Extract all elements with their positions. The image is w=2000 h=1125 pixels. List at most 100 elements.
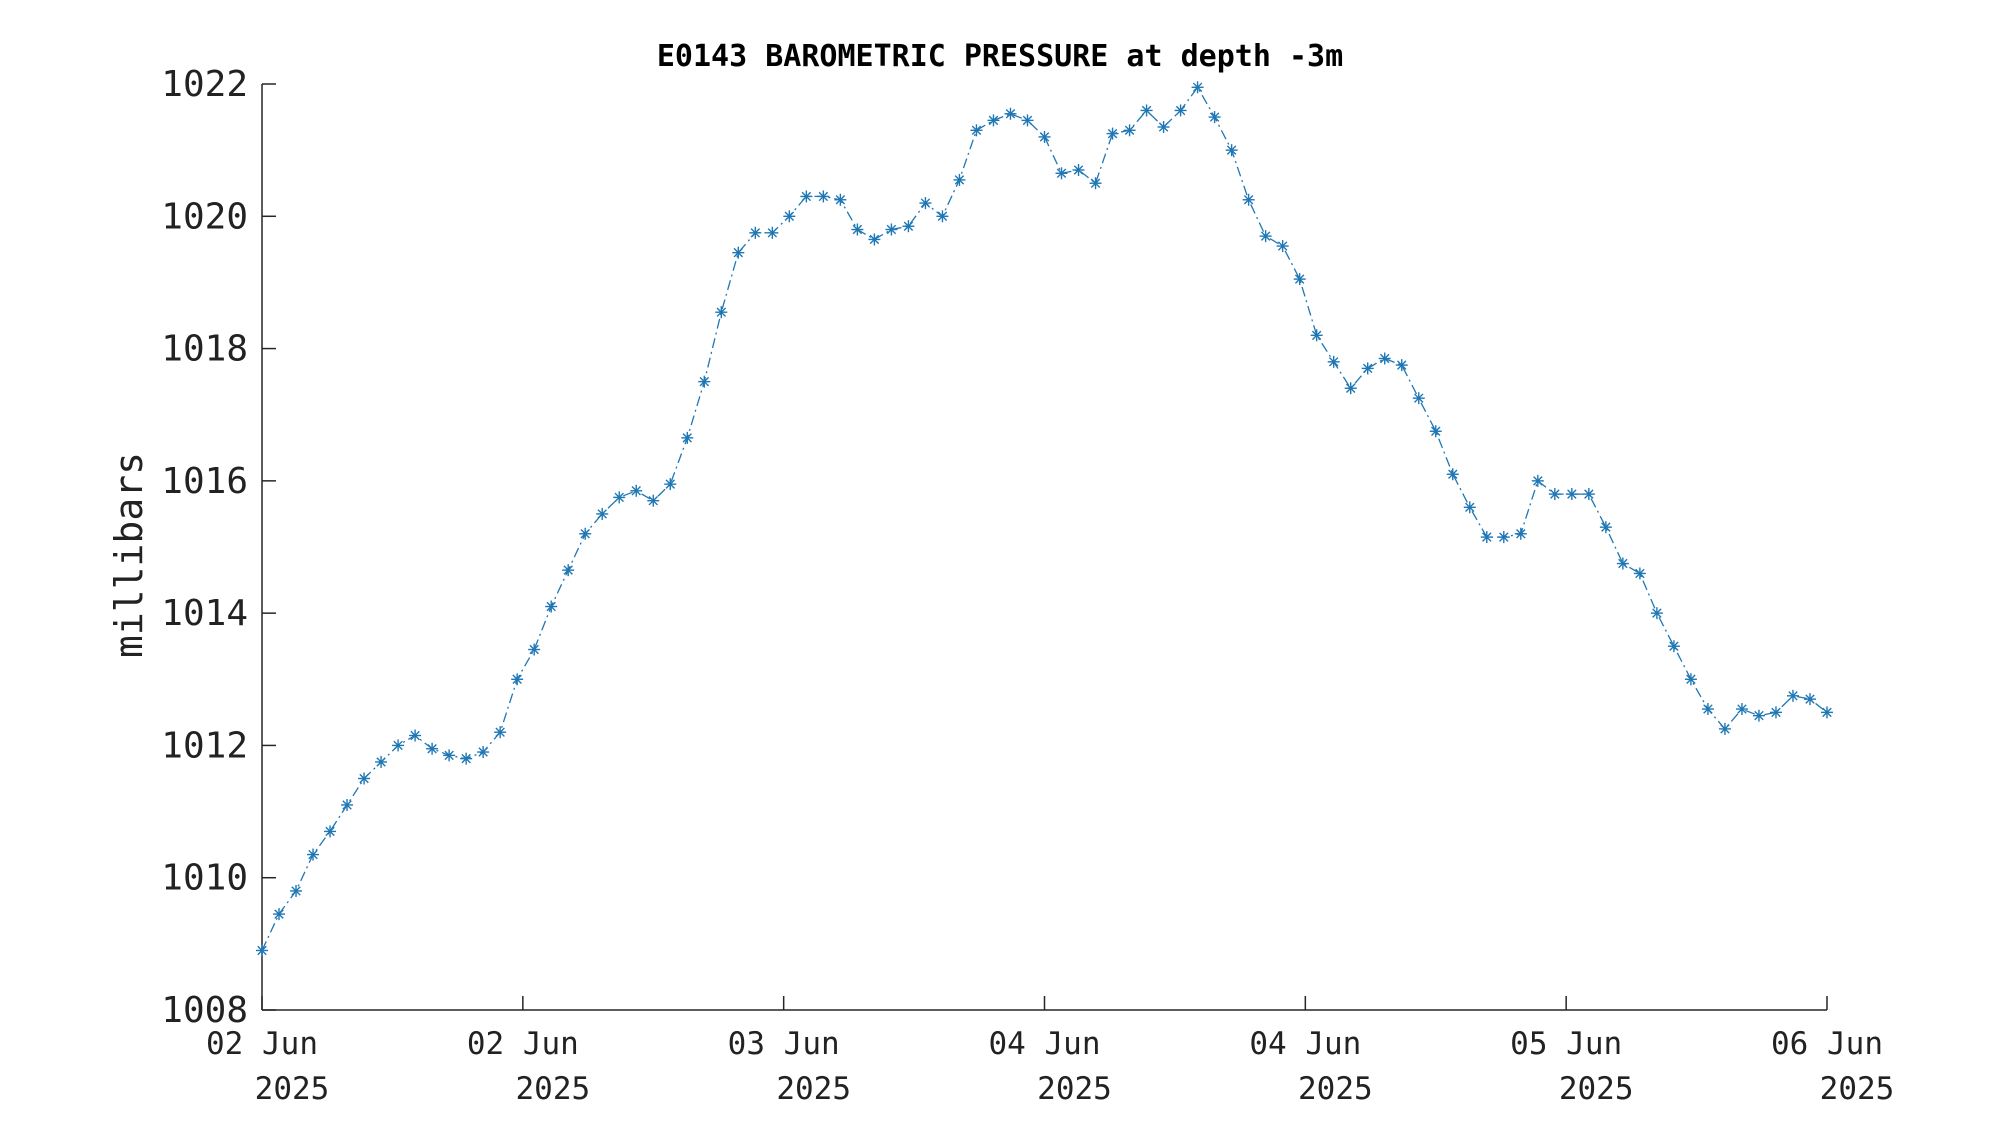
data-point <box>1310 329 1323 342</box>
data-point <box>1276 240 1289 253</box>
y-tick-label: 1022 <box>161 64 248 105</box>
x-tick-label-year: 2025 <box>1298 1071 1373 1107</box>
data-point <box>375 755 388 768</box>
data-point <box>1123 124 1136 137</box>
data-point <box>613 491 626 504</box>
data-point <box>1735 703 1748 716</box>
data-point <box>1548 488 1561 501</box>
data-point <box>715 306 728 319</box>
data-point <box>1565 488 1578 501</box>
data-point <box>647 494 660 507</box>
data-point <box>1769 706 1782 719</box>
data-point <box>664 478 677 491</box>
data-point <box>1293 273 1306 286</box>
data-point <box>1157 120 1170 133</box>
x-axis-ticks: 02 Jun 2025 02 Jun 2025 03 Jun 2025 04 Jun 2025… <box>206 996 1894 1107</box>
data-point <box>494 726 507 739</box>
y-axis-label: millibars <box>107 452 151 658</box>
data-point <box>783 210 796 223</box>
data-point <box>1803 693 1816 706</box>
x-tick-label-date: 06 Jun <box>1771 1026 1883 1062</box>
data-point <box>1361 362 1374 375</box>
data-point <box>1208 111 1221 124</box>
data-point <box>1480 531 1493 544</box>
data-point <box>1821 706 1833 719</box>
data-point <box>902 220 915 233</box>
data-point <box>885 223 898 236</box>
y-tick-label: 1020 <box>161 196 248 237</box>
data-point <box>307 848 320 861</box>
data-point <box>953 173 966 186</box>
data-point <box>1072 163 1085 176</box>
data-point <box>851 223 864 236</box>
data-point <box>1004 107 1017 120</box>
x-tick-label-date: 02 Jun <box>206 1026 318 1062</box>
data-point <box>1174 104 1187 117</box>
data-point <box>1650 607 1663 620</box>
data-point <box>1106 127 1119 140</box>
x-tick-label-year: 2025 <box>1820 1071 1895 1107</box>
data-point <box>409 729 422 742</box>
data-point <box>1038 130 1051 143</box>
data-point <box>426 742 439 755</box>
y-tick-label: 1018 <box>161 329 248 370</box>
data-point <box>1616 557 1629 570</box>
data-point <box>1225 144 1238 157</box>
data-point <box>1327 355 1340 368</box>
chart-title: E0143 BAROMETRIC PRESSURE at depth -3m <box>657 39 1343 74</box>
data-point <box>1395 359 1408 372</box>
x-tick-label-year: 2025 <box>255 1071 330 1107</box>
x-tick-label-date: 02 Jun <box>467 1026 579 1062</box>
y-axis-ticks: 1008 1010 1012 1014 1016 1018 1020 1022 <box>161 64 276 1031</box>
data-point <box>1344 382 1357 395</box>
y-tick-label: 1010 <box>161 858 248 899</box>
data-point <box>1786 689 1799 702</box>
data-point <box>1531 474 1544 487</box>
data-point <box>511 673 524 686</box>
data-point <box>1378 352 1391 365</box>
x-tick-label-year: 2025 <box>776 1071 851 1107</box>
y-tick-label: 1012 <box>161 725 248 766</box>
data-point <box>681 431 694 444</box>
series-line <box>261 86 1828 951</box>
x-tick-label-date: 04 Jun <box>989 1026 1101 1062</box>
data-point <box>392 739 405 752</box>
data-point <box>1446 468 1459 481</box>
y-tick-label: 1014 <box>161 593 248 634</box>
data-point <box>1259 230 1272 243</box>
data-point <box>1055 167 1068 180</box>
data-point <box>1514 527 1527 540</box>
data-point <box>358 772 371 785</box>
data-point <box>1684 673 1697 686</box>
data-point <box>766 226 779 239</box>
data-point <box>1718 722 1731 735</box>
y-tick-label: 1008 <box>161 990 248 1031</box>
data-point <box>1429 425 1442 438</box>
data-point <box>1242 193 1255 206</box>
data-point <box>290 884 303 897</box>
data-point <box>1633 567 1646 580</box>
data-point <box>341 798 354 811</box>
data-point <box>1701 703 1714 716</box>
data-point <box>1667 640 1680 653</box>
data-point <box>1463 501 1476 514</box>
data-point <box>562 564 575 577</box>
data-point <box>460 752 473 765</box>
data-point <box>987 114 1000 127</box>
x-tick-label-year: 2025 <box>1559 1071 1634 1107</box>
data-point <box>698 375 711 388</box>
x-tick-label-date: 05 Jun <box>1510 1026 1622 1062</box>
data-point <box>1021 114 1034 127</box>
axes <box>261 84 1827 1011</box>
data-point <box>868 233 881 246</box>
y-tick-label: 1016 <box>161 461 248 502</box>
data-point <box>936 210 949 223</box>
data-point <box>749 226 762 239</box>
data-point <box>817 190 830 203</box>
data-point <box>1582 488 1595 501</box>
x-tick-label-date: 04 Jun <box>1249 1026 1361 1062</box>
data-point <box>256 944 268 957</box>
data-point <box>1140 104 1153 117</box>
data-point <box>596 507 609 520</box>
